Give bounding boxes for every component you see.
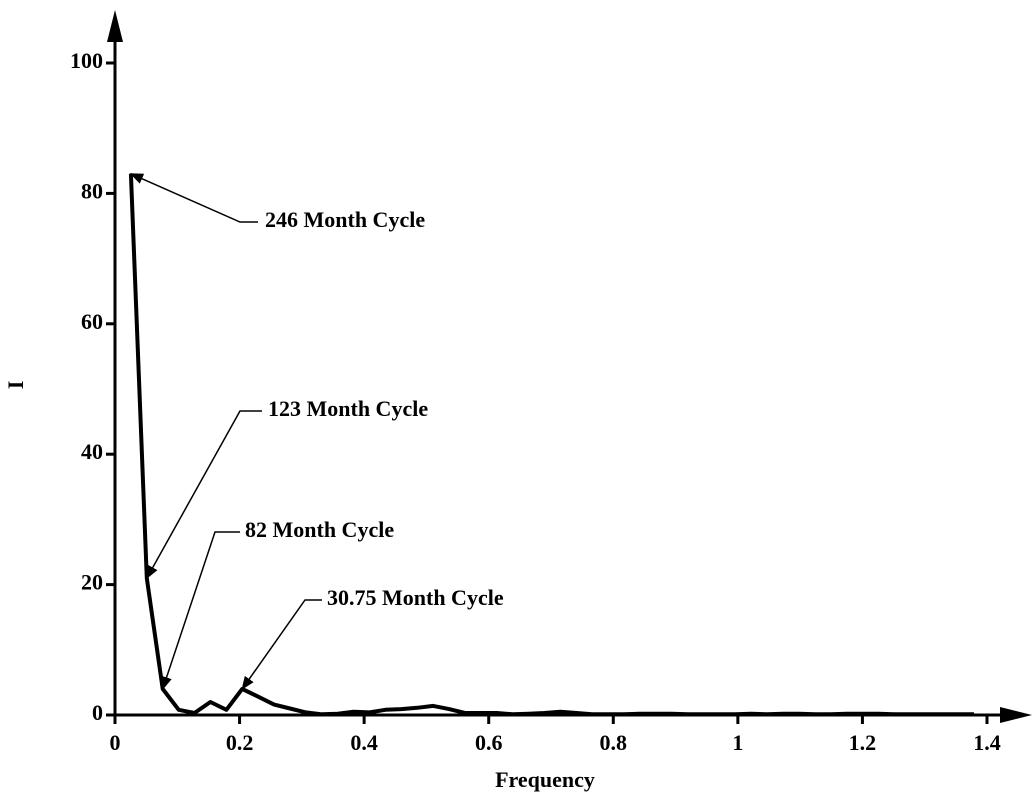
x-axis-arrow — [1000, 707, 1032, 723]
annotation-arrow — [161, 531, 240, 691]
y-tick-label: 40 — [81, 439, 103, 464]
x-tick-label: 0.2 — [226, 730, 254, 755]
x-tick-label: 0 — [110, 730, 121, 755]
x-tick-label: 1.2 — [849, 730, 877, 755]
x-tick-label: 0.6 — [475, 730, 503, 755]
annotation-arrow — [129, 173, 258, 223]
y-tick-label: 0 — [92, 700, 103, 725]
annotation-arrow — [241, 599, 322, 691]
x-tick-label: 0.4 — [350, 730, 378, 755]
x-tick-label: 0.8 — [600, 730, 628, 755]
annotation-arrow — [146, 410, 262, 580]
x-tick-label: 1 — [732, 730, 743, 755]
y-axis-arrow — [107, 10, 123, 42]
annotation: 30.75 Month Cycle — [327, 585, 504, 610]
x-tick-label: 1.4 — [973, 730, 1001, 755]
annotation: 82 Month Cycle — [245, 517, 394, 542]
y-tick-label: 20 — [81, 570, 103, 595]
y-tick-label: 100 — [70, 48, 103, 73]
x-axis-title: Frequency — [495, 767, 595, 792]
y-tick-label: 80 — [81, 178, 103, 203]
annotation: 123 Month Cycle — [268, 396, 428, 421]
y-axis-title: I — [3, 381, 28, 390]
series-line — [128, 173, 974, 717]
y-tick-label: 60 — [81, 309, 103, 334]
annotation: 246 Month Cycle — [265, 207, 425, 232]
